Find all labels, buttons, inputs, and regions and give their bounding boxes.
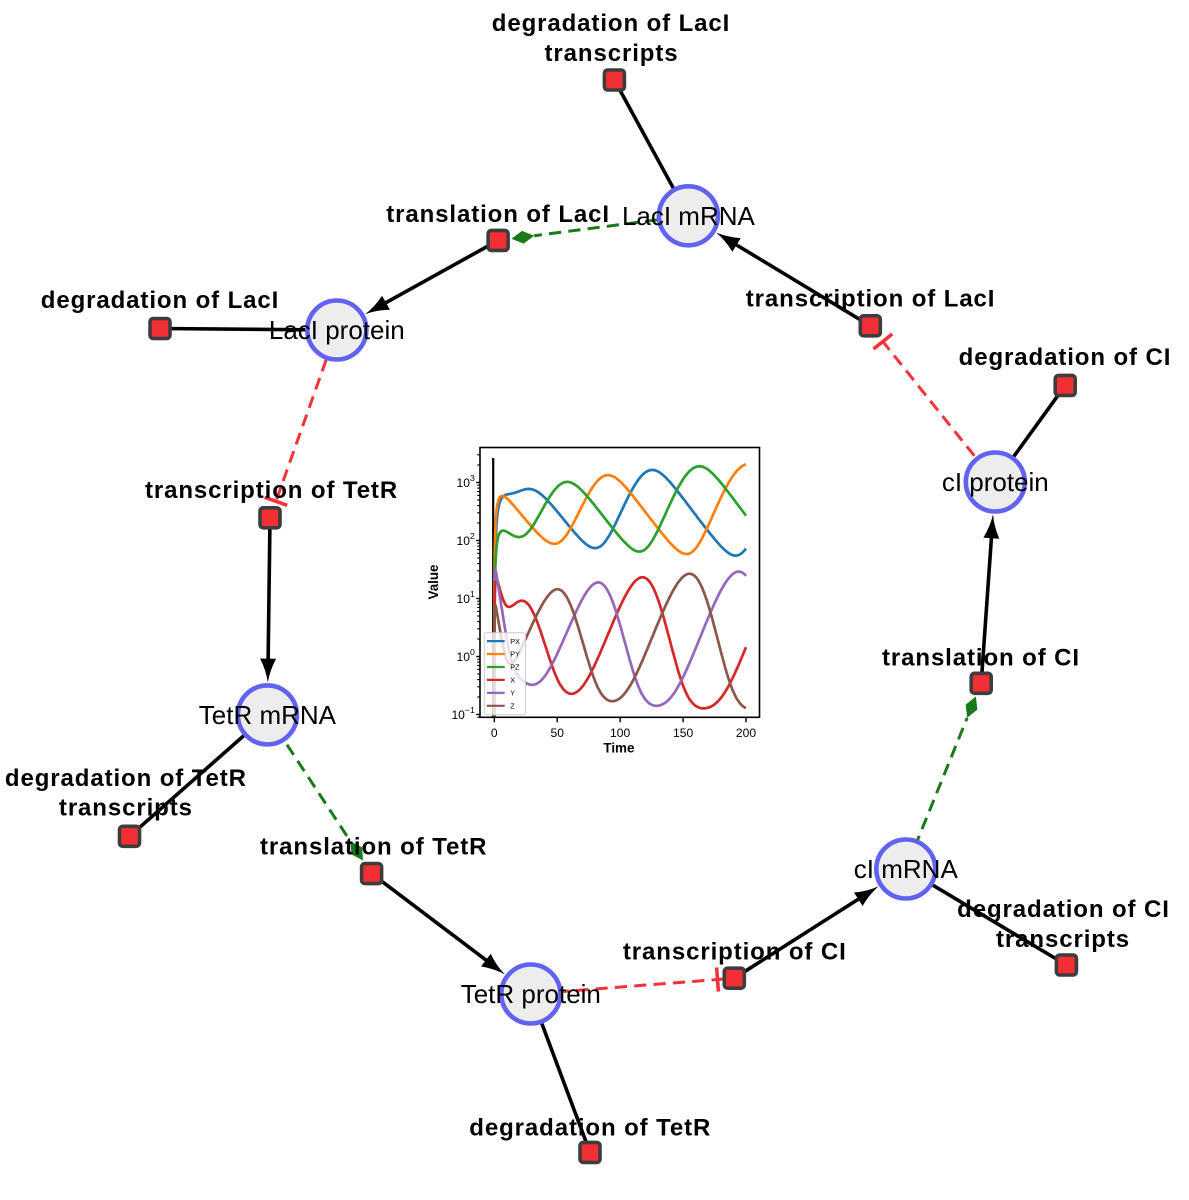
svg-text:translation of CI: translation of CI (882, 645, 1080, 672)
svg-text:degradation of TetR: degradation of TetR (469, 1115, 711, 1142)
svg-text:transcripts: transcripts (545, 40, 679, 67)
svg-text:PX: PX (510, 637, 520, 646)
svg-text:103: 103 (457, 473, 475, 490)
svg-text:PZ: PZ (510, 663, 520, 672)
svg-text:Z: Z (510, 702, 515, 711)
svg-text:Value: Value (426, 565, 441, 600)
svg-text:Time: Time (603, 741, 634, 756)
svg-text:X: X (510, 676, 515, 685)
svg-text:0: 0 (491, 726, 498, 740)
svg-text:Y: Y (510, 689, 515, 698)
svg-text:degradation of CI: degradation of CI (957, 896, 1170, 923)
svg-text:degradation of CI: degradation of CI (959, 344, 1172, 371)
svg-text:degradation of LacI: degradation of LacI (492, 10, 730, 37)
svg-text:cI mRNA: cI mRNA (854, 854, 959, 884)
svg-text:150: 150 (673, 726, 693, 740)
svg-text:transcripts: transcripts (59, 795, 193, 822)
svg-text:LacI mRNA: LacI mRNA (622, 201, 756, 231)
svg-text:LacI protein: LacI protein (269, 315, 405, 345)
svg-text:translation of LacI: translation of LacI (386, 201, 610, 228)
svg-text:10−1: 10−1 (451, 705, 475, 722)
svg-text:102: 102 (457, 531, 475, 548)
svg-text:transcription of TetR: transcription of TetR (145, 477, 398, 504)
svg-text:TetR mRNA: TetR mRNA (199, 700, 337, 730)
svg-text:PY: PY (510, 650, 520, 659)
svg-text:100: 100 (457, 647, 475, 664)
svg-text:cI protein: cI protein (942, 467, 1049, 497)
svg-text:transcription of LacI: transcription of LacI (746, 286, 996, 313)
svg-text:101: 101 (457, 589, 475, 606)
svg-text:200: 200 (736, 726, 756, 740)
svg-text:50: 50 (550, 726, 564, 740)
svg-text:translation of TetR: translation of TetR (260, 834, 487, 861)
svg-text:transcripts: transcripts (996, 926, 1130, 953)
svg-text:degradation of LacI: degradation of LacI (41, 287, 279, 314)
svg-text:transcription of CI: transcription of CI (623, 939, 847, 966)
svg-text:100: 100 (610, 726, 630, 740)
svg-text:TetR protein: TetR protein (461, 979, 601, 1009)
svg-text:degradation of TetR: degradation of TetR (5, 765, 247, 792)
